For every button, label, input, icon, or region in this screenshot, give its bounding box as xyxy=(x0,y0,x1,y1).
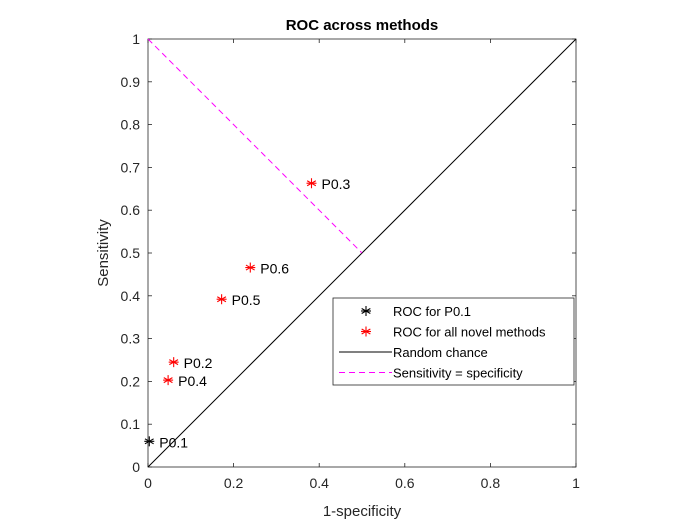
x-tick-label: 0.6 xyxy=(395,475,415,491)
legend-marker-roc-for-p0-1 xyxy=(361,306,371,316)
x-tick-label: 0.8 xyxy=(481,475,501,491)
point-marker-p0-3 xyxy=(306,178,317,189)
y-tick-label: 0.2 xyxy=(121,373,141,389)
point-marker-p0-2 xyxy=(168,357,179,368)
y-tick-label: 0.6 xyxy=(121,202,141,218)
legend: ROC for P0.1 ROC for all novel methods Ran… xyxy=(332,297,575,386)
series-layer: P0.1 P0.2 P0.3 P0.4 P0.5 P0.6 xyxy=(144,38,577,468)
x-axis-label: 1-specificity xyxy=(323,503,402,520)
y-tick-label: 0.5 xyxy=(121,245,141,261)
y-axis-label: Sensitivity xyxy=(95,219,112,287)
legend-label-roc-for-p0-1: ROC for P0.1 xyxy=(393,304,471,319)
y-tick-label: 0.8 xyxy=(121,117,141,133)
y-tick-label: 0.7 xyxy=(121,159,141,175)
y-tick-label: 0.4 xyxy=(121,288,141,304)
y-tick-label: 0.3 xyxy=(121,331,141,347)
y-tick-label: 0 xyxy=(132,459,140,475)
x-tick-label: 0 xyxy=(144,475,152,491)
axis-ticks: 0 0.2 0.4 0.6 0.8 1 0 0.1 0.2 0.3 0.4 0.5 0.6 0.7 0.8 0… xyxy=(121,31,581,491)
point-marker-p0-5 xyxy=(216,294,227,305)
x-tick-label: 0.2 xyxy=(224,475,244,491)
legend-box xyxy=(332,297,575,386)
legend-label-roc-for-all-novel-methods: ROC for all novel methods xyxy=(393,325,546,340)
point-label-p0-1: P0.1 xyxy=(159,434,188,450)
y-tick-label: 0.1 xyxy=(121,416,141,432)
y-tick-label: 0.9 xyxy=(121,74,141,90)
point-marker-p0-4 xyxy=(163,375,174,386)
legend-label-random-chance: Random chance xyxy=(393,345,488,360)
point-marker-p0-6 xyxy=(245,262,256,273)
point-label-p0-5: P0.5 xyxy=(232,292,261,308)
sensitivity-equals-specificity-line xyxy=(147,38,363,254)
point-marker-p0-1 xyxy=(144,436,155,447)
chart-title: ROC across methods xyxy=(286,17,439,34)
point-label-p0-3: P0.3 xyxy=(321,176,350,192)
x-tick-label: 1 xyxy=(572,475,580,491)
legend-label-sensitivity-specificity: Sensitivity = specificity xyxy=(393,366,523,381)
point-label-p0-4: P0.4 xyxy=(178,373,207,389)
legend-marker-roc-for-all-novel-methods xyxy=(361,326,371,337)
point-label-p0-2: P0.2 xyxy=(184,355,213,371)
x-tick-label: 0.4 xyxy=(309,475,329,491)
y-tick-label: 1 xyxy=(132,31,140,47)
point-label-p0-6: P0.6 xyxy=(260,261,289,277)
